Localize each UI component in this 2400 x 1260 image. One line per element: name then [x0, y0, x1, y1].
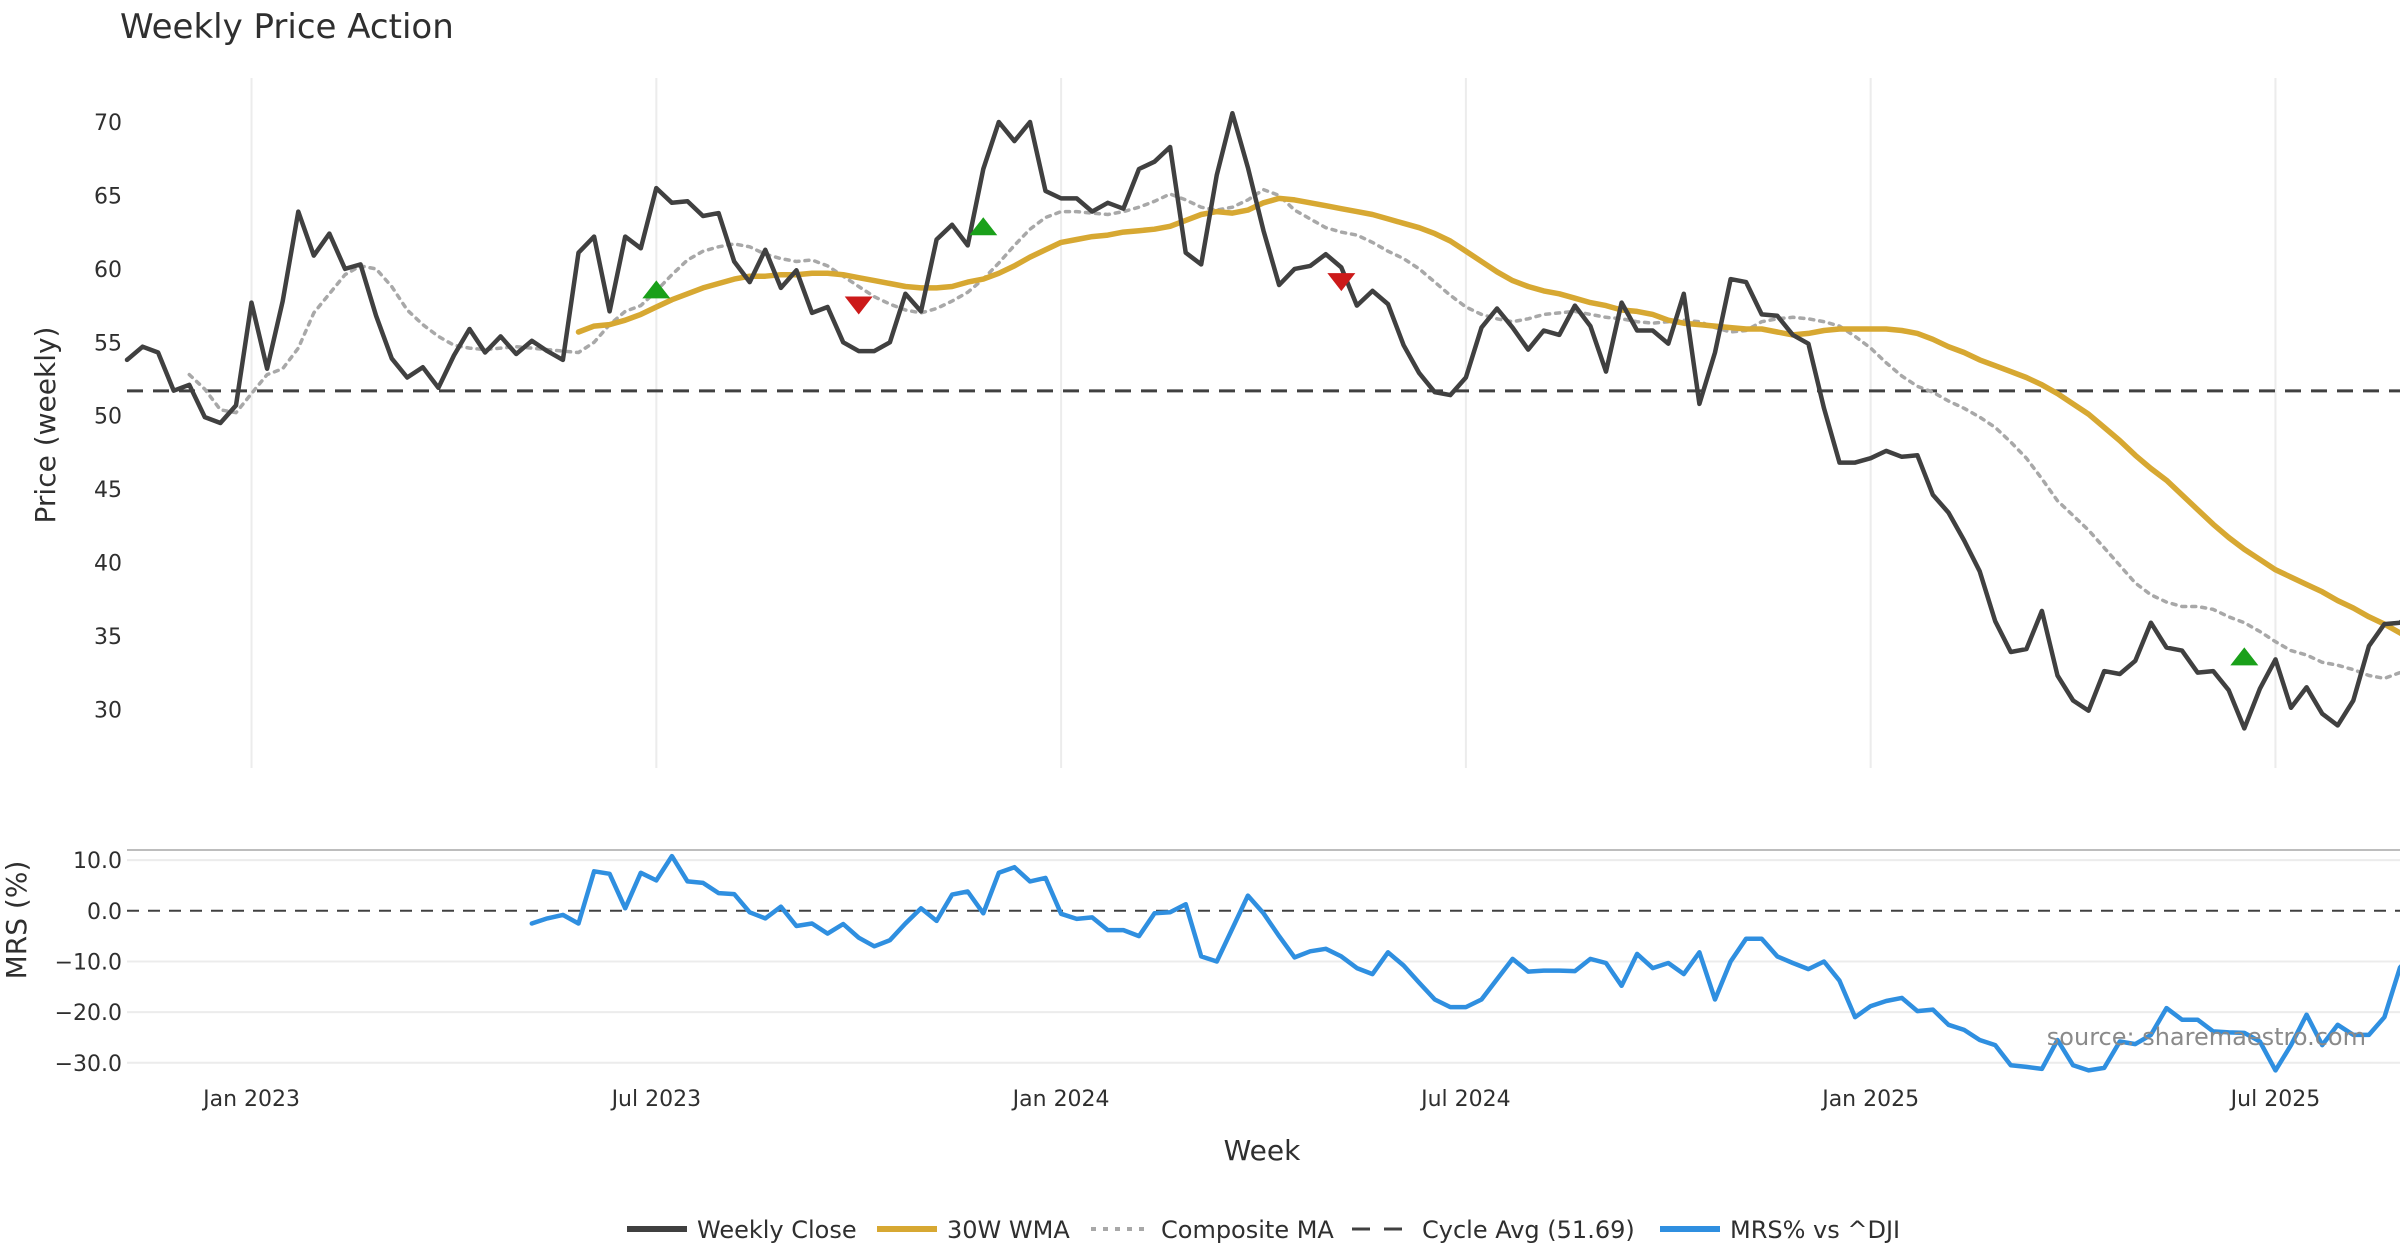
legend-item: Composite MA [1091, 1216, 1334, 1244]
legend-label: Cycle Avg (51.69) [1422, 1216, 1635, 1244]
price-y-tick-label: 40 [94, 551, 122, 576]
mrs-axis-title: MRS (%) [0, 861, 33, 980]
buy-signal-marker [969, 217, 998, 236]
x-tick-label: Jan 2025 [1820, 1087, 1919, 1112]
price-y-tick-label: 35 [94, 625, 122, 650]
chart-title: Weekly Price Action [120, 7, 454, 47]
mrs-panel: 10.0 0.0 −10.0 −20.0 −30.0 Jan 2023 Jul 2023 Ja… [55, 849, 2400, 1112]
x-axis-title: Week [1224, 1134, 1301, 1167]
x-tick-label: Jul 2025 [2229, 1087, 2321, 1112]
price-y-tick-label: 50 [94, 405, 122, 430]
legend: Weekly Close 30W WMA Composite MA Cycle Avg… [627, 1216, 1900, 1244]
price-y-tick-label: 30 [94, 698, 122, 723]
mrs-y-tick-label: −10.0 [55, 950, 122, 975]
mrs-line [529, 853, 2400, 1073]
price-axis-title: Price (weekly) [29, 327, 62, 524]
x-tick-label: Jul 2023 [610, 1087, 702, 1112]
sell-signal-marker [1327, 273, 1356, 292]
price-panel: 30 35 40 45 50 55 60 65 70 [94, 110, 2400, 731]
wma-30w-line [575, 195, 2400, 636]
gridlines [250, 78, 2277, 768]
price-y-tick-label: 65 [94, 184, 122, 209]
buy-signal-marker [642, 280, 671, 299]
source-credit: source: sharemaestro.com [2047, 1023, 2366, 1051]
price-y-tick-label: 70 [94, 111, 122, 136]
legend-item: Weekly Close [627, 1216, 857, 1244]
legend-label: 30W WMA [947, 1216, 1070, 1244]
x-tick-label: Jul 2024 [1419, 1087, 1511, 1112]
price-y-tick-label: 45 [94, 478, 122, 503]
weekly-close-line [124, 110, 2400, 731]
legend-label: Composite MA [1161, 1216, 1334, 1244]
legend-item: 30W WMA [877, 1216, 1070, 1244]
buy-signal-marker [2230, 647, 2259, 666]
legend-item: MRS% vs ^DJI [1660, 1216, 1900, 1244]
sell-signal-marker [844, 296, 873, 315]
mrs-y-tick-label: −30.0 [55, 1052, 122, 1077]
mrs-y-tick-label: 0.0 [87, 900, 122, 925]
x-tick-label: Jan 2024 [1011, 1087, 1110, 1112]
x-tick-label: Jan 2023 [201, 1087, 300, 1112]
price-y-tick-label: 55 [94, 331, 122, 356]
mrs-y-tick-label: 10.0 [73, 849, 122, 874]
mrs-y-tick-label: −20.0 [55, 1001, 122, 1026]
legend-label: Weekly Close [697, 1216, 857, 1244]
legend-item: Cycle Avg (51.69) [1352, 1216, 1635, 1244]
legend-label: MRS% vs ^DJI [1730, 1216, 1900, 1244]
price-y-tick-label: 60 [94, 258, 122, 283]
composite-ma-line [187, 187, 2400, 681]
